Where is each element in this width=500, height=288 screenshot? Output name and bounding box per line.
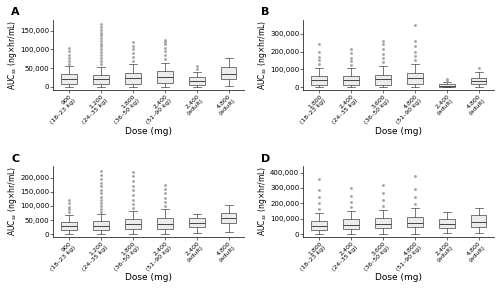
PathPatch shape (93, 221, 109, 230)
PathPatch shape (312, 75, 327, 85)
PathPatch shape (125, 73, 141, 84)
Y-axis label: AUC$_{ss}$ (ng×hr/mL): AUC$_{ss}$ (ng×hr/mL) (6, 166, 18, 236)
PathPatch shape (375, 75, 391, 85)
PathPatch shape (312, 221, 327, 230)
PathPatch shape (157, 71, 173, 83)
Text: A: A (12, 7, 20, 17)
PathPatch shape (438, 219, 454, 228)
Y-axis label: AUC$_{ss}$ (ng×hr/mL): AUC$_{ss}$ (ng×hr/mL) (256, 166, 268, 236)
PathPatch shape (375, 218, 391, 228)
Text: C: C (12, 154, 20, 164)
PathPatch shape (157, 218, 173, 229)
PathPatch shape (220, 67, 236, 79)
PathPatch shape (93, 75, 109, 84)
PathPatch shape (343, 219, 359, 229)
PathPatch shape (470, 78, 486, 84)
Text: B: B (262, 7, 270, 17)
PathPatch shape (407, 217, 423, 228)
PathPatch shape (438, 84, 454, 87)
X-axis label: Dose (mg): Dose (mg) (126, 127, 172, 136)
PathPatch shape (125, 219, 141, 229)
PathPatch shape (343, 76, 359, 85)
PathPatch shape (188, 219, 204, 227)
PathPatch shape (470, 215, 486, 227)
Y-axis label: AUC$_{ss}$ (ng×hr/mL): AUC$_{ss}$ (ng×hr/mL) (256, 20, 268, 90)
X-axis label: Dose (mg): Dose (mg) (376, 127, 422, 136)
PathPatch shape (188, 77, 204, 85)
X-axis label: Dose (mg): Dose (mg) (376, 273, 422, 283)
PathPatch shape (407, 73, 423, 84)
PathPatch shape (62, 222, 77, 230)
PathPatch shape (62, 74, 77, 84)
X-axis label: Dose (mg): Dose (mg) (126, 273, 172, 283)
Text: D: D (262, 154, 270, 164)
Y-axis label: AUC$_{ss}$ (ng×hr/mL): AUC$_{ss}$ (ng×hr/mL) (6, 20, 18, 90)
PathPatch shape (220, 213, 236, 223)
